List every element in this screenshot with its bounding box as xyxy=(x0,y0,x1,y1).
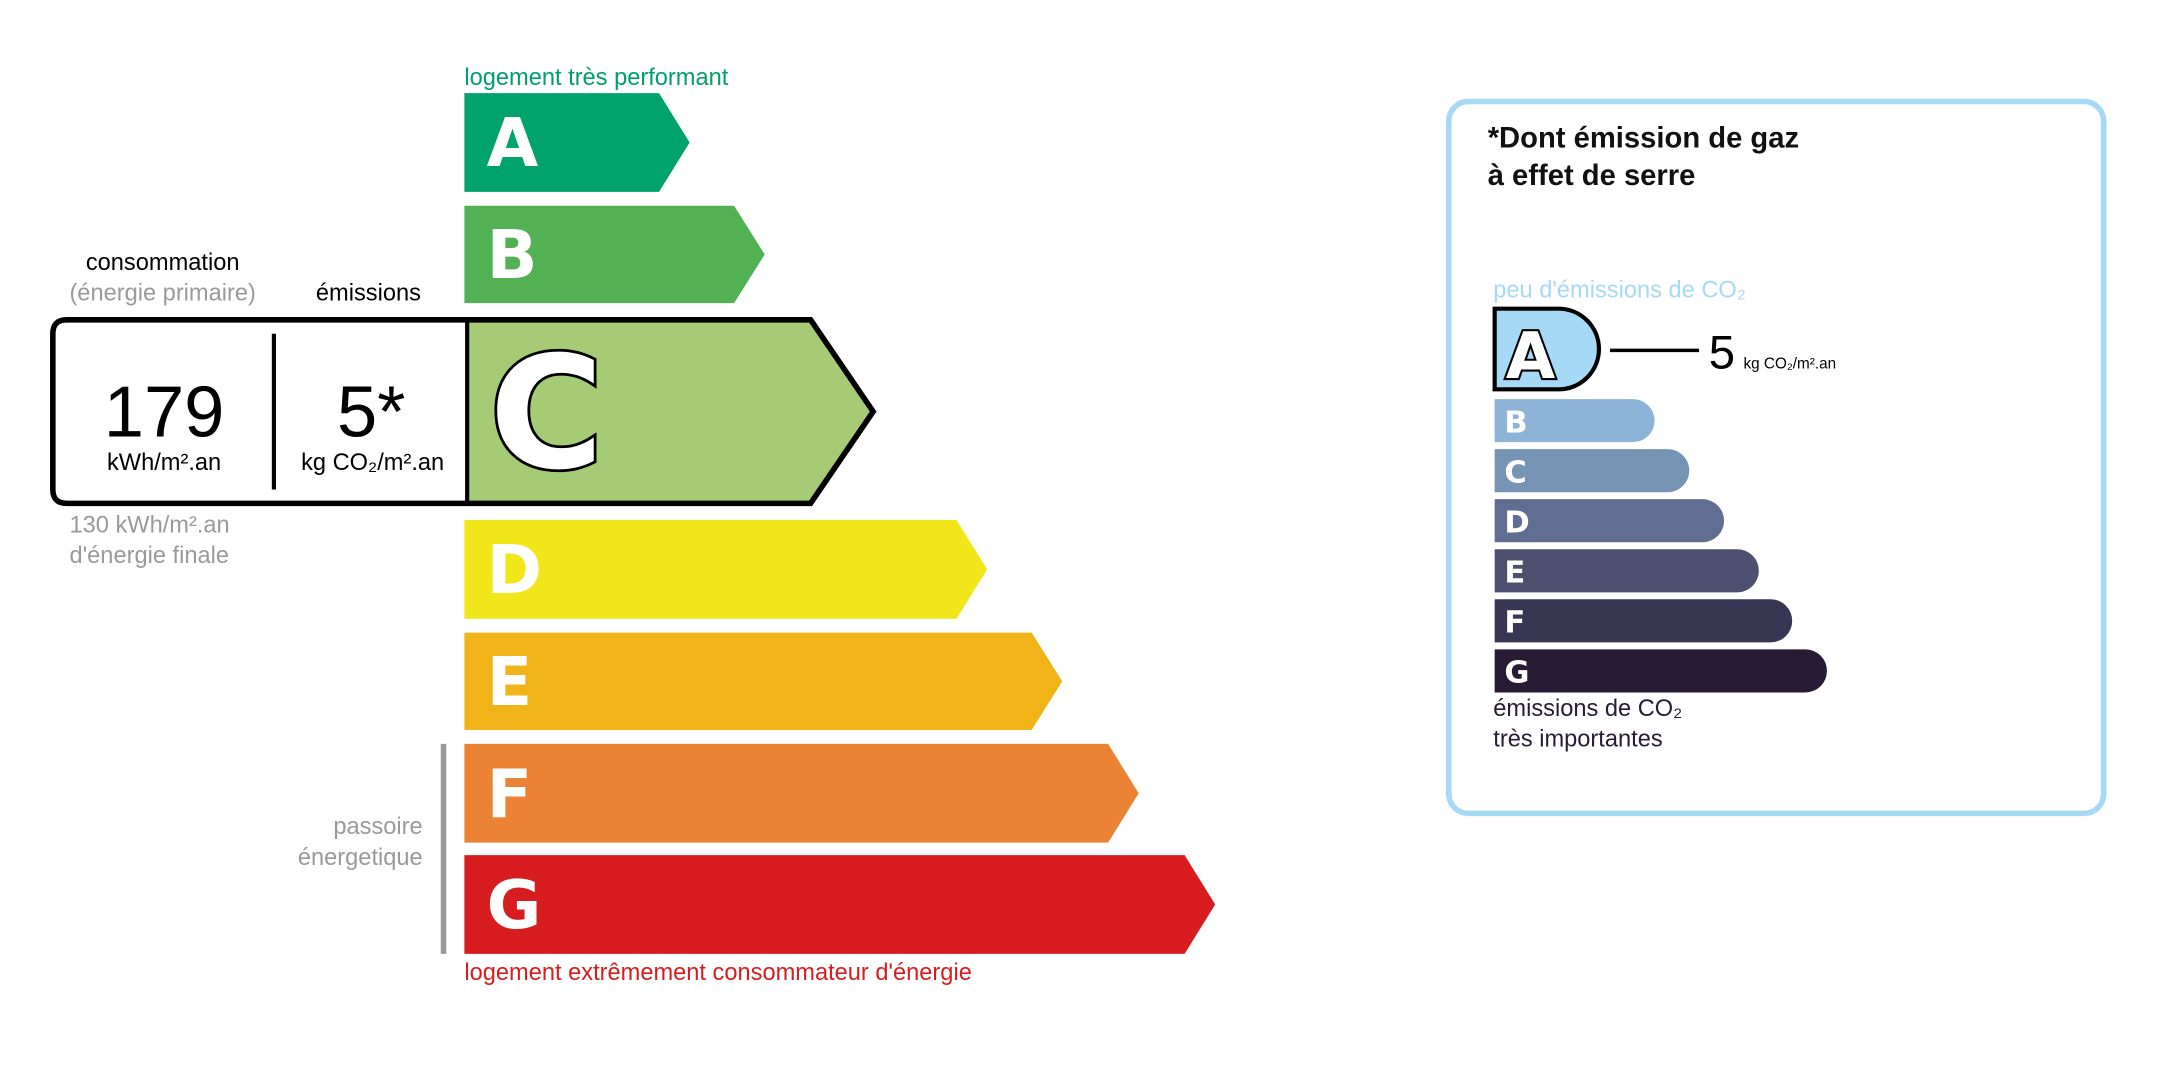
ghg-class-e-bar xyxy=(1494,549,1759,593)
energy-top-label: logement très performant xyxy=(464,65,728,91)
ghg-title-1: *Dont émission de gaz xyxy=(1488,122,1799,154)
final-energy-label: d'énergie finale xyxy=(70,543,230,569)
current-class-frame xyxy=(50,317,877,507)
ghg-class-d-bar xyxy=(1494,499,1725,543)
energy-class-g-bar xyxy=(464,855,1216,954)
ghg-class-c-letter: C xyxy=(1504,455,1526,490)
ghg-value: 5 xyxy=(1709,326,1735,379)
ghg-class-e-letter: E xyxy=(1504,556,1525,591)
consumption-label: consommation xyxy=(86,250,240,276)
ghg-bottom-label-2: très importantes xyxy=(1493,727,1662,753)
ghg-title-2: à effet de serre xyxy=(1488,160,1696,192)
ghg-class-d-letter: D xyxy=(1504,506,1529,541)
ghg-class-g-letter: G xyxy=(1504,656,1529,691)
energy-class-g-letter: G xyxy=(487,866,542,944)
ghg-class-b-bar xyxy=(1494,399,1655,443)
ghg-unit: kg CO₂/m².an xyxy=(1744,355,1837,372)
ghg-class-a-letter: A xyxy=(1506,320,1556,394)
energy-class-a-letter: A xyxy=(487,104,539,182)
consumption-sublabel: (énergie primaire) xyxy=(69,280,255,306)
passoire-label-2: énergetique xyxy=(298,845,423,871)
energy-class-f-letter: F xyxy=(487,755,533,833)
ghg-top-label: peu d'émissions de CO₂ xyxy=(1493,278,1746,304)
energy-bottom-label: logement extrêmement consommateur d'éner… xyxy=(464,960,971,986)
consumption-unit: kWh/m².an xyxy=(107,450,221,476)
ghg-class-b-letter: B xyxy=(1504,405,1527,440)
ghg-class-f-bar xyxy=(1494,599,1793,643)
final-energy-value: 130 kWh/m².an xyxy=(70,513,230,539)
energy-class-b-letter: B xyxy=(487,216,538,294)
energy-class-d-bar xyxy=(464,520,988,619)
passoire-label-1: passoire xyxy=(333,814,422,840)
emissions-label: émissions xyxy=(316,280,421,306)
energy-class-f-bar xyxy=(464,743,1139,843)
ghg-class-g-bar xyxy=(1494,649,1827,693)
ghg-class-a-bar xyxy=(1492,306,1602,392)
energy-class-d-letter: D xyxy=(487,531,542,609)
emissions-value: 5* xyxy=(337,373,405,453)
energy-class-c-letter: C xyxy=(489,322,603,504)
energy-class-a-bar xyxy=(464,93,690,192)
energy-class-c-bar xyxy=(468,319,874,504)
energy-class-b-bar xyxy=(464,205,765,304)
energy-class-e-bar xyxy=(464,632,1063,730)
consumption-value: 179 xyxy=(104,373,225,453)
ghg-class-f-letter: F xyxy=(1504,606,1525,641)
energy-class-e-letter: E xyxy=(487,643,533,721)
ghg-bottom-label-1: émissions de CO₂ xyxy=(1493,696,1682,722)
emissions-unit: kg CO₂/m².an xyxy=(301,450,444,476)
ghg-class-c-bar xyxy=(1494,449,1690,493)
